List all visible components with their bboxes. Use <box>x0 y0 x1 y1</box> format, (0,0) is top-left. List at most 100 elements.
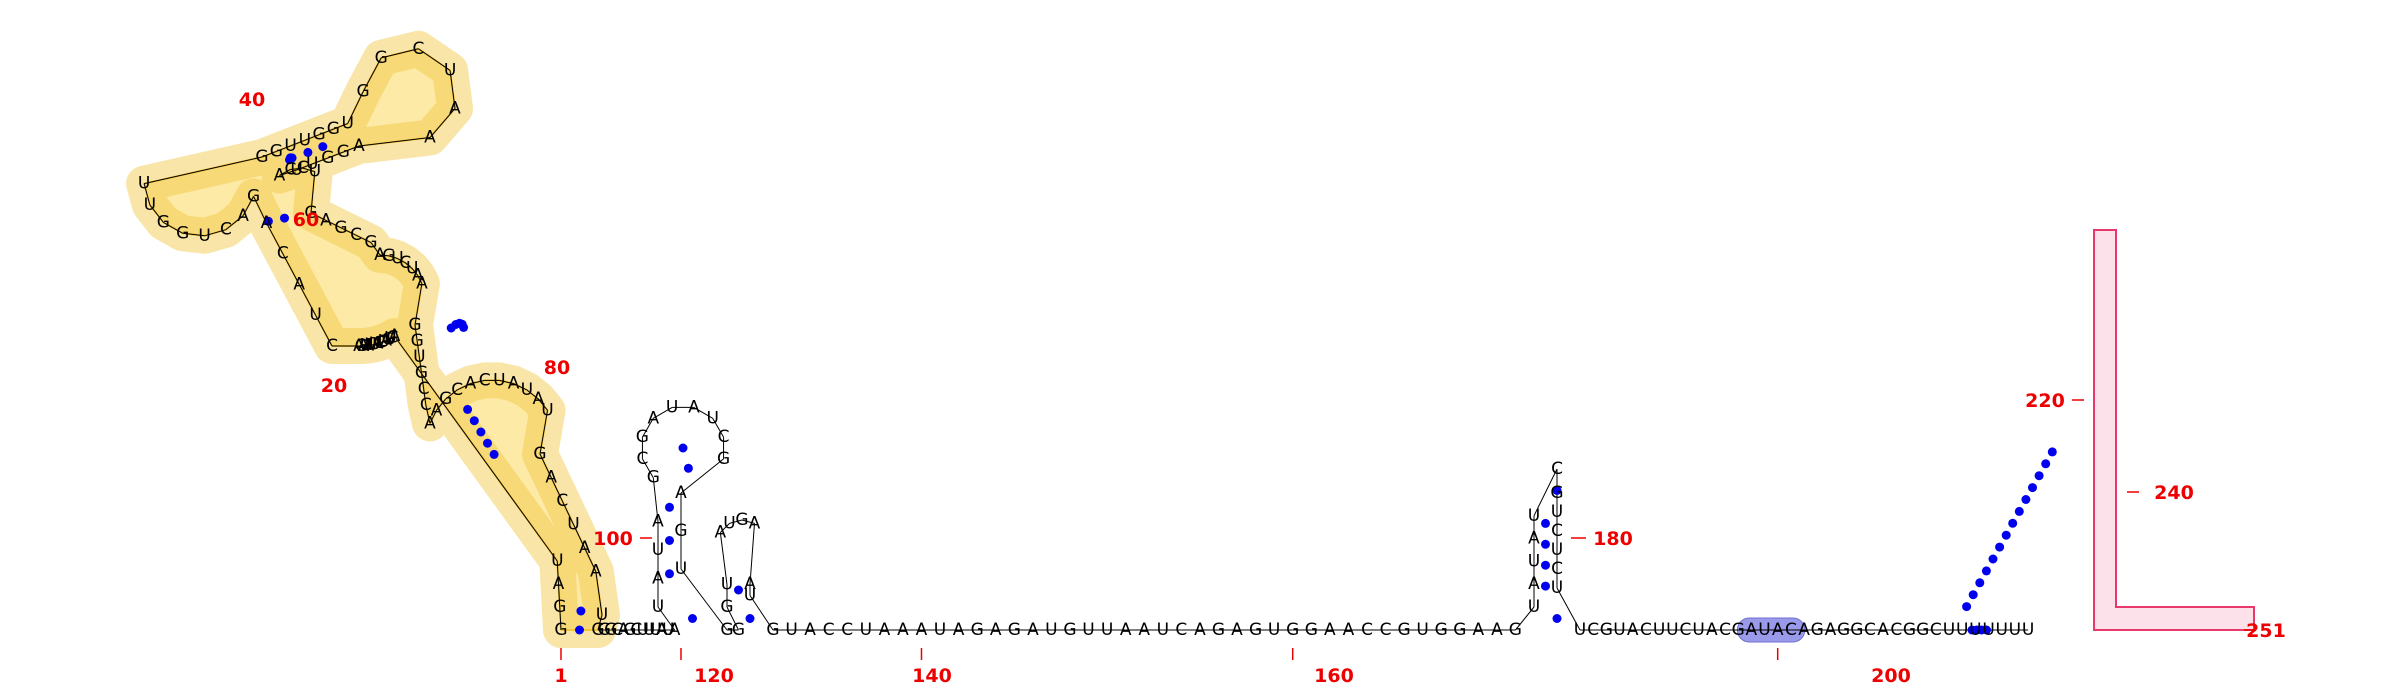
nucleotide-136: C <box>841 620 853 640</box>
nucleotide-25: C <box>277 244 289 264</box>
backbone-segment <box>558 583 561 608</box>
backbone-segment <box>418 48 451 71</box>
nucleotide-181: C <box>1551 521 1563 541</box>
nucleotide-191: U <box>1653 620 1665 640</box>
backbone-segment <box>290 167 303 170</box>
nucleotide-33: U <box>144 195 156 215</box>
nucleotide-116: U <box>706 408 718 428</box>
number-label-100: 100 <box>593 528 633 550</box>
number-ticks <box>560 399 2256 660</box>
backbone-segment <box>719 532 728 585</box>
nucleotide-59: G <box>334 218 347 238</box>
number-label-160: 160 <box>1314 665 1354 685</box>
nucleotide-108: U <box>652 540 664 560</box>
nucleotide-138: A <box>879 620 891 640</box>
nucleotide-1: G <box>554 620 567 640</box>
nucleotide-147: U <box>1045 620 1057 640</box>
nucleotide-10: U <box>378 331 390 351</box>
backbone-segment <box>561 500 574 525</box>
backbone-segment <box>397 258 406 264</box>
backbone-segment <box>383 340 387 342</box>
base-pair-dot <box>1552 486 1562 495</box>
nucleotide-2: G <box>553 597 566 617</box>
nucleotide-98: G <box>623 620 636 640</box>
nucleotide-57: G <box>304 203 317 223</box>
nucleotide-185: U <box>1574 620 1586 640</box>
nucleotide-71: U <box>413 347 425 367</box>
nucleotide-109: A <box>652 512 664 532</box>
backbone-segment <box>372 343 376 346</box>
nucleotide-121: U <box>675 559 687 579</box>
nucleotide-82: A <box>508 374 520 394</box>
nucleotide-205: G <box>1837 620 1850 640</box>
nucleotide-152: A <box>1138 620 1150 640</box>
nucleotide-32: G <box>157 212 170 232</box>
backbone-segment <box>279 169 291 176</box>
nucleotide-56: U <box>309 162 321 182</box>
backbone-segment <box>729 519 743 524</box>
nucleotide-204: A <box>1825 620 1837 640</box>
nucleotide-168: G <box>1435 620 1448 640</box>
nucleotide-105: A <box>669 620 681 640</box>
nucleotide-62: A <box>374 245 386 265</box>
nucleotide-145: G <box>1008 620 1021 640</box>
nucleotide-54: C <box>284 160 296 180</box>
backbone-segment <box>327 151 344 159</box>
number-label-60: 60 <box>293 209 319 231</box>
base-pair-dot <box>303 147 313 157</box>
nucleotide-67: A <box>412 266 424 286</box>
nucleotide-124: G <box>720 597 733 617</box>
nucleotide-142: A <box>953 620 965 640</box>
base-pair-dot <box>463 404 473 414</box>
backbone-segment <box>182 232 205 237</box>
nucleotide-52: U <box>290 160 302 180</box>
nucleotide-102: U <box>649 620 661 640</box>
nucleotide-48: A <box>353 136 365 156</box>
backbone-segment <box>641 418 654 438</box>
base-pair-dot <box>745 614 755 623</box>
backbone-segment <box>539 410 549 455</box>
nucleotide-66: U <box>406 259 418 279</box>
nucleotide-31: G <box>176 223 189 243</box>
backbone-segment <box>411 268 419 276</box>
backbone-segment <box>445 389 458 400</box>
nucleotide-179: G <box>1550 483 1563 503</box>
nucleotide-144: A <box>990 620 1002 640</box>
nucleotide-158: G <box>1249 620 1262 640</box>
base-pair-dot <box>2028 483 2037 493</box>
base-pair-dot <box>2021 495 2031 504</box>
backbone-segment <box>163 221 183 234</box>
nucleotide-143: G <box>971 620 984 640</box>
backbone-segment <box>526 389 539 400</box>
backbone-segment <box>653 406 673 419</box>
nucleotide-4: U <box>551 551 563 571</box>
nucleotide-7: U <box>384 329 396 349</box>
backbone-segment <box>261 150 277 158</box>
nucleotide-68: A <box>416 274 428 294</box>
nucleotide-209: C <box>1890 620 1902 640</box>
base-pair-dot <box>1541 560 1550 570</box>
base-pair-dot <box>1962 602 1972 612</box>
backbone-segment <box>381 48 419 59</box>
backbone-segment <box>385 339 389 341</box>
nucleotide-172: G <box>1509 620 1522 640</box>
base-pair-dot <box>469 416 479 426</box>
nucleotide-77: G <box>439 389 452 409</box>
backbone-segment <box>456 383 471 391</box>
backbone-segment <box>741 519 755 524</box>
nucleotide-106: U <box>652 597 664 617</box>
nucleotide-79: A <box>465 374 477 394</box>
backbone-segment <box>143 183 151 206</box>
nucleotide-183: C <box>1551 559 1563 579</box>
base-pair-dot <box>2041 459 2051 469</box>
backbone-segment <box>225 215 244 231</box>
base-pair-dot <box>575 625 584 635</box>
backbone-segment <box>597 614 603 631</box>
nucleotide-72: G <box>415 363 428 383</box>
backbone-segment <box>1533 468 1558 517</box>
nucleotide-137: U <box>860 620 872 640</box>
number-label-1: 1 <box>554 665 567 685</box>
nucleotide-42: G <box>357 82 370 102</box>
nucleotide-97: A <box>618 620 630 640</box>
backbone-segment <box>242 196 254 217</box>
